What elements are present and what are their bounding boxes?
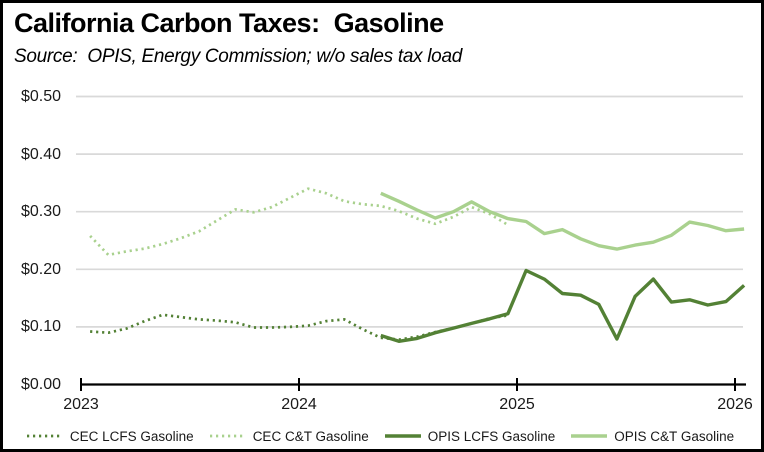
- y-tick-label-0.20: $0.20: [20, 261, 61, 278]
- series-line-opis-c-t-gasoline: [380, 191, 745, 251]
- legend-line-sample-opis-lcfs-gasoline: [384, 434, 421, 438]
- legend-line-sample-opis-c-t-gasoline: [571, 434, 608, 438]
- legend-item-opis-lcfs-gasoline: OPIS LCFS Gasoline: [384, 428, 556, 444]
- y-tick-label-0.00: $0.00: [20, 376, 61, 393]
- x-tick-label-2023: 2023: [63, 396, 99, 413]
- legend-label-opis-c-t-gasoline: OPIS C&T Gasoline: [614, 428, 735, 444]
- y-tick-label-0.30: $0.30: [20, 203, 61, 220]
- legend-line-sample-cec-c-t-gasoline: [209, 434, 246, 438]
- x-tick-label-2026: 2026: [717, 396, 753, 413]
- series-line-cec-lcfs-gasoline: [90, 313, 509, 341]
- chart-canvas: [76, 95, 746, 391]
- legend-item-opis-c-t-gasoline: OPIS C&T Gasoline: [570, 429, 734, 444]
- legend-line-sample-cec-lcfs-gasoline: [26, 434, 63, 438]
- series-line-cec-c-t-gasoline: [89, 187, 509, 257]
- plot-area: [3, 3, 761, 449]
- series-line-opis-lcfs-gasoline: [380, 268, 746, 343]
- legend-label-opis-lcfs-gasoline: OPIS LCFS Gasoline: [427, 428, 556, 444]
- y-tick-label-0.40: $0.40: [20, 146, 61, 163]
- legend-label-cec-lcfs-gasoline: CEC LCFS Gasoline: [69, 428, 194, 444]
- chart-title: California Carbon Taxes: Gasoline: [14, 8, 444, 38]
- x-tick-label-2025: 2025: [499, 396, 535, 413]
- chart-legend: CEC LCFS Gasoline CEC C&T Gasoline OPIS LC…: [3, 423, 757, 449]
- legend-item-cec-c-t-gasoline: CEC C&T Gasoline: [209, 429, 369, 444]
- x-tick-label-2024: 2024: [281, 396, 317, 413]
- y-tick-label-0.10: $0.10: [20, 318, 61, 335]
- legend-item-cec-lcfs-gasoline: CEC LCFS Gasoline: [26, 429, 194, 444]
- legend-label-cec-c-t-gasoline: CEC C&T Gasoline: [252, 428, 369, 444]
- chart-subtitle: Source: OPIS, Energy Commission; w/o sal…: [14, 46, 462, 67]
- y-tick-label-0.50: $0.50: [20, 88, 61, 105]
